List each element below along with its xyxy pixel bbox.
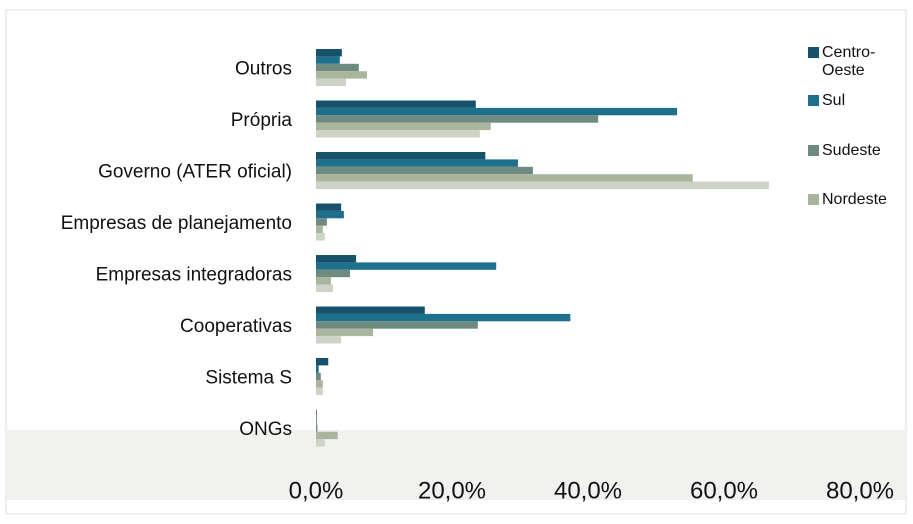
bar xyxy=(316,49,342,57)
legend-label: Nordeste xyxy=(822,191,887,208)
bar xyxy=(316,262,497,270)
legend-label: Centro-Oeste xyxy=(822,44,876,79)
bar xyxy=(316,152,486,160)
bar xyxy=(316,218,327,226)
bar xyxy=(316,306,425,314)
bar xyxy=(316,328,374,337)
bar xyxy=(316,100,476,108)
legend-item: Nordeste xyxy=(808,191,912,209)
bar xyxy=(316,159,518,167)
bar xyxy=(316,225,323,234)
bar xyxy=(316,387,323,395)
bar xyxy=(316,416,317,425)
bar xyxy=(316,174,693,182)
x-tick-label: 80,0% xyxy=(826,477,894,504)
y-tick-label: Outros xyxy=(235,59,292,80)
bar xyxy=(316,277,331,285)
bar xyxy=(316,115,599,123)
bar xyxy=(316,210,344,219)
bar xyxy=(316,56,340,64)
x-tick-label: 20,0% xyxy=(418,477,486,504)
legend-swatch xyxy=(808,145,819,156)
bar xyxy=(316,181,769,189)
bar xyxy=(316,424,318,432)
bar xyxy=(316,107,678,116)
legend-label: Sul xyxy=(822,92,846,109)
bar xyxy=(316,372,321,381)
bar xyxy=(316,358,329,366)
legend-item: Sul xyxy=(808,92,912,110)
legend-swatch xyxy=(808,95,819,106)
bar xyxy=(316,130,480,138)
background-decoration xyxy=(6,430,906,500)
y-tick-label: Empresas de planejamento xyxy=(61,213,292,234)
legend-item: Sudeste xyxy=(808,142,912,160)
bar xyxy=(316,336,342,344)
x-tick-label: 40,0% xyxy=(554,477,622,504)
bar xyxy=(316,284,333,292)
legend-swatch xyxy=(808,47,819,58)
legend-swatch xyxy=(808,194,819,205)
bar xyxy=(316,255,357,263)
y-tick-label: Empresas integradoras xyxy=(96,265,292,286)
bar xyxy=(316,122,491,131)
legend-label: Sudeste xyxy=(822,142,881,159)
bar xyxy=(316,313,571,322)
y-tick-label: Sistema S xyxy=(205,368,292,389)
legend-item: Centro-Oeste xyxy=(808,44,882,80)
x-tick-label: 0,0% xyxy=(289,477,344,504)
x-tick-label: 60,0% xyxy=(690,477,758,504)
bar xyxy=(316,166,533,175)
bar xyxy=(316,380,323,388)
bar xyxy=(316,321,478,329)
bar xyxy=(316,439,325,447)
bar xyxy=(316,203,342,211)
bar xyxy=(316,233,325,241)
bar xyxy=(316,431,338,440)
bar xyxy=(316,78,346,86)
bar xyxy=(316,269,350,278)
y-tick-label: Cooperativas xyxy=(180,316,292,337)
bar xyxy=(316,71,367,79)
bar xyxy=(316,409,317,417)
y-tick-label: Governo (ATER oficial) xyxy=(98,162,292,183)
y-tick-label: Própria xyxy=(231,110,293,131)
bar xyxy=(316,63,359,72)
y-tick-label: ONGs xyxy=(239,419,292,440)
bar xyxy=(316,365,319,373)
